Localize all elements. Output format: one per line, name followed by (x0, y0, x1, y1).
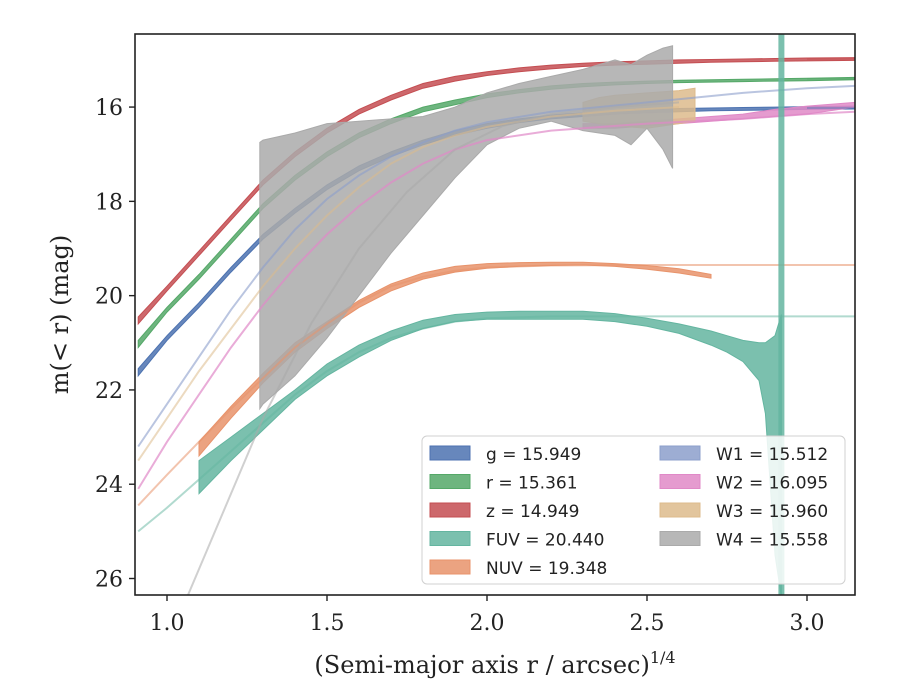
y-tick-label: 18 (95, 190, 123, 215)
y-axis-label: m(< r) (mag) (46, 235, 74, 394)
series-lines (137, 34, 855, 595)
y-tick-label: 22 (95, 379, 123, 404)
legend-label: W2 = 16.095 (716, 474, 828, 494)
x-tick-label: 2.0 (470, 611, 505, 636)
band-8 (259, 45, 674, 411)
x-tick-label: 1.0 (150, 611, 185, 636)
x-axis-label-text: (Semi-major axis r / arcsec) (314, 651, 649, 679)
x-axis-label: (Semi-major axis r / arcsec)1/4 (314, 648, 675, 679)
legend-label: W1 = 15.512 (716, 445, 828, 465)
legend-swatch (659, 474, 701, 489)
legend-label: g = 15.949 (486, 445, 581, 465)
uncertainty-bands (137, 45, 855, 595)
y-axis-ticks: 16 18 20 22 24 26 (95, 96, 135, 593)
band-0 (137, 105, 855, 378)
series-line-8 (186, 101, 680, 595)
legend-label: W3 = 15.960 (716, 502, 828, 522)
series-line-3 (137, 315, 855, 533)
axes-box (134, 33, 856, 596)
legend-swatch (659, 445, 701, 461)
legend-swatch (429, 559, 471, 575)
legend-swatch (659, 502, 701, 518)
legend-swatch (429, 531, 471, 546)
legend-label: NUV = 19.348 (486, 559, 607, 579)
y-tick-label: 26 (95, 568, 123, 593)
x-tick-label: 1.5 (310, 611, 345, 636)
series-line-5 (137, 84, 855, 448)
y-tick-label: 16 (95, 96, 123, 121)
legend-label: FUV = 20.440 (486, 531, 604, 551)
legend-label: z = 14.949 (486, 502, 579, 522)
band-2 (137, 57, 855, 326)
legend-swatch (429, 474, 471, 489)
series-line-4 (137, 264, 855, 507)
x-tick-label: 2.5 (630, 611, 665, 636)
legend-swatch (429, 445, 471, 461)
series-line-6 (137, 110, 855, 490)
legend-box (421, 435, 846, 585)
legend-swatch (659, 531, 701, 546)
y-tick-label: 20 (95, 285, 123, 310)
y-tick-label: 24 (95, 473, 123, 498)
band-4 (198, 261, 712, 458)
legend: g = 15.949 r = 15.361 z = 14.949 FUV = 20.4… (421, 435, 846, 585)
legend-label: W4 = 15.558 (716, 531, 828, 551)
x-axis-ticks: 1.0 1.5 2.0 2.5 3.0 (150, 595, 825, 636)
legend-swatch (429, 502, 471, 518)
x-tick-label: 3.0 (790, 611, 825, 636)
legend-label: r = 15.361 (486, 474, 578, 494)
plot-frame (134, 33, 856, 596)
x-axis-label-exponent: 1/4 (650, 648, 676, 667)
